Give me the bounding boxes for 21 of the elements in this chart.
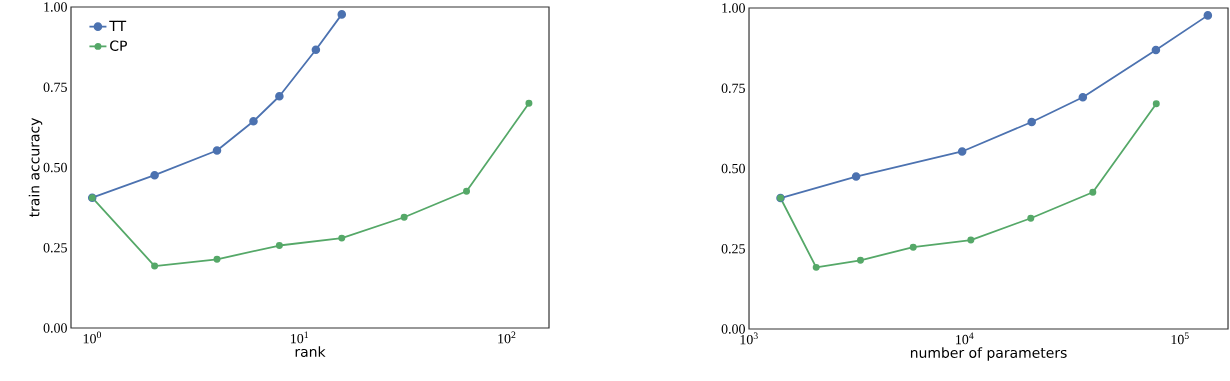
y-tick-label: 0.50: [721, 163, 745, 174]
x-axis-title: number of parameters: [910, 347, 1067, 361]
legend-label: TT: [109, 20, 127, 31]
x-tick-label: 10$^{2}$: [498, 331, 516, 344]
x-tick-label: 10$^{3}$: [740, 332, 758, 345]
x-tick-label: 10$^{0}$: [83, 331, 102, 344]
y-tick-label: 1.00: [722, 3, 745, 13]
y-axis-title: train accuracy: [28, 117, 43, 218]
x-tick-label: 10$^{4}$: [956, 332, 974, 345]
y-tick-label: 0.75: [721, 83, 745, 93]
y-tick-label: 0.00: [43, 323, 67, 333]
y-tick-label: 0.75: [43, 82, 67, 92]
legend-label: CP: [110, 40, 127, 52]
x-tick-label: 10$^{5}$: [1171, 332, 1189, 345]
y-tick-label: 0.25: [721, 244, 745, 254]
x-axis-title: rank: [295, 346, 326, 357]
y-tick-label: 0.50: [43, 162, 67, 173]
y-tick-label: 1.00: [44, 2, 67, 12]
y-tick-label: 0.00: [721, 324, 745, 334]
y-tick-label: 0.25: [43, 243, 67, 253]
x-tick-label: 10$^{1}$: [291, 331, 309, 344]
